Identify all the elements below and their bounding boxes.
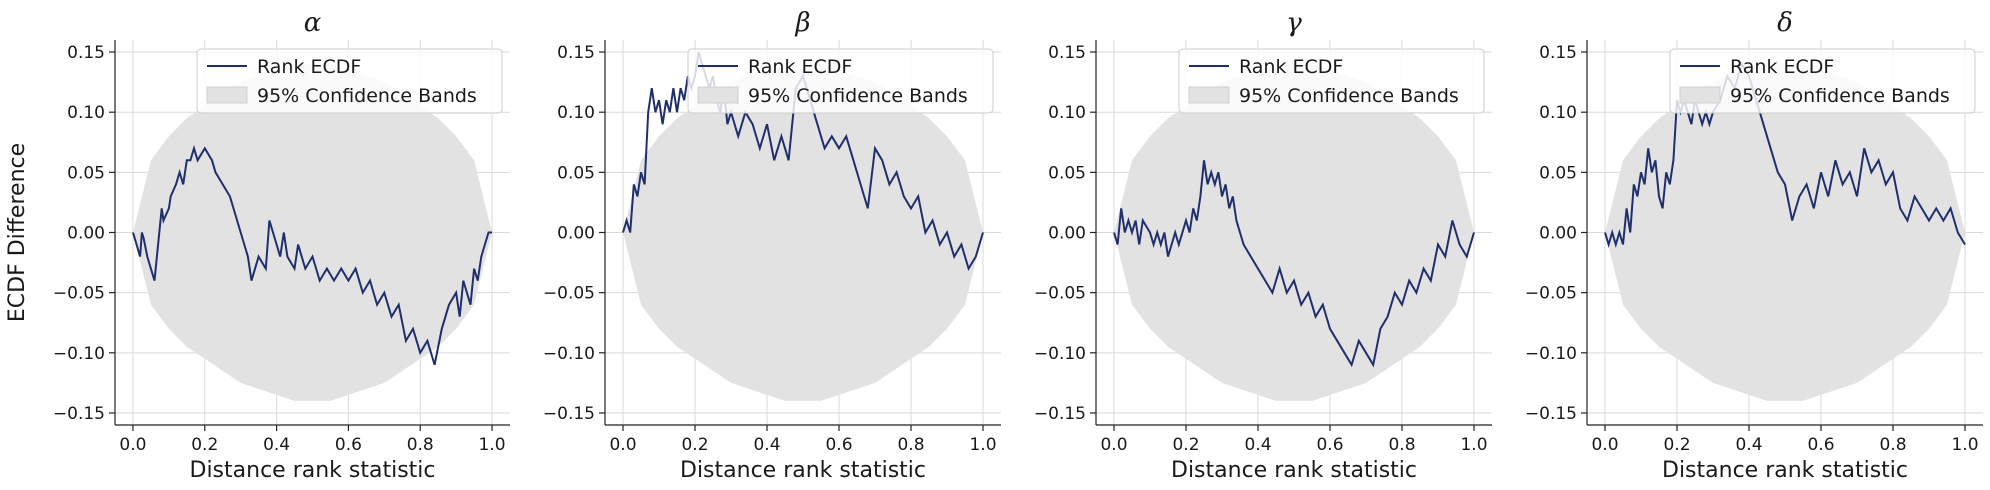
x-tick-label-0: 0.0	[1591, 435, 1618, 455]
y-tick-label-3: 0.00	[67, 224, 105, 244]
y-tick-label-1: −0.10	[543, 344, 595, 364]
legend-label-confidence-bands: 95% Confidence Bands	[748, 85, 968, 107]
legend-swatch-band	[697, 86, 739, 104]
panel-title: α	[304, 8, 322, 38]
legend-label-confidence-bands: 95% Confidence Bands	[1730, 85, 1950, 107]
x-tick-label-1: 0.2	[1172, 435, 1199, 455]
x-axis-label: Distance rank statistic	[1662, 458, 1908, 483]
y-tick-label-4: 0.05	[1048, 163, 1086, 183]
x-tick-label-4: 0.8	[1879, 435, 1906, 455]
legend-box	[687, 48, 994, 114]
y-tick-label-6: 0.15	[1539, 43, 1577, 63]
x-tick-label-4: 0.8	[407, 435, 434, 455]
x-tick-label-4: 0.8	[1388, 435, 1415, 455]
y-tick-label-2: −0.05	[543, 284, 595, 304]
y-tick-label-1: −0.10	[1525, 344, 1577, 364]
legend-swatch-band	[1188, 86, 1230, 104]
y-tick-label-0: −0.15	[1525, 404, 1577, 424]
y-tick-label-2: −0.05	[1525, 284, 1577, 304]
legend-box	[196, 48, 503, 114]
x-tick-label-3: 0.6	[335, 435, 362, 455]
legend-label-rank-ecdf: Rank ECDF	[1239, 56, 1343, 78]
legend-swatch-band	[1679, 86, 1721, 104]
x-tick-label-5: 1.0	[1460, 435, 1487, 455]
y-tick-label-4: 0.05	[1539, 163, 1577, 183]
y-tick-label-1: −0.10	[53, 344, 105, 364]
panel-title: γ	[1286, 8, 1302, 38]
confidence-band	[1605, 64, 1965, 401]
y-tick-label-3: 0.00	[557, 224, 595, 244]
y-tick-label-6: 0.15	[67, 43, 105, 63]
panel-title: β	[794, 8, 810, 38]
y-tick-label-5: 0.10	[1539, 103, 1577, 123]
panel-alpha: −0.15 −0.10 −0.05 0.00 0.05 0.10 0.15 0.0 0.2 0.4…	[5, 8, 510, 483]
x-tick-label-3: 0.6	[825, 435, 852, 455]
x-tick-label-2: 0.4	[1244, 435, 1271, 455]
x-tick-label-2: 0.4	[1735, 435, 1762, 455]
x-tick-label-1: 0.2	[191, 435, 218, 455]
x-tick-label-3: 0.6	[1807, 435, 1834, 455]
x-tick-label-1: 0.2	[681, 435, 708, 455]
y-tick-label-5: 0.10	[67, 103, 105, 123]
confidence-band	[623, 64, 983, 401]
rank-ecdf-line	[132, 144, 492, 366]
x-axis-label: Distance rank statistic	[1171, 458, 1417, 483]
confidence-band	[1114, 64, 1474, 401]
y-axis-label: ECDF Difference	[5, 143, 30, 322]
x-tick-label-2: 0.4	[753, 435, 780, 455]
y-tick-label-2: −0.05	[53, 284, 105, 304]
y-tick-label-4: 0.05	[557, 163, 595, 183]
x-tick-label-1: 0.2	[1663, 435, 1690, 455]
rank-ecdf-line	[1113, 160, 1475, 368]
legend-label-confidence-bands: 95% Confidence Bands	[257, 85, 477, 107]
x-tick-label-5: 1.0	[969, 435, 996, 455]
y-tick-label-5: 0.10	[557, 103, 595, 123]
y-tick-label-6: 0.15	[557, 43, 595, 63]
x-tick-label-5: 1.0	[1951, 435, 1978, 455]
panel-gamma: −0.15 −0.10 −0.05 0.00 0.05 0.10 0.15 0.0 0.2 0.4…	[1034, 8, 1492, 483]
x-axis-label: Distance rank statistic	[680, 458, 926, 483]
x-tick-label-0: 0.0	[1100, 435, 1127, 455]
legend-label-rank-ecdf: Rank ECDF	[257, 56, 361, 78]
y-tick-label-6: 0.15	[1048, 43, 1086, 63]
legend-label-rank-ecdf: Rank ECDF	[748, 56, 852, 78]
y-tick-label-5: 0.10	[1048, 103, 1086, 123]
y-tick-label-0: −0.15	[1034, 404, 1086, 424]
y-tick-label-3: 0.00	[1048, 224, 1086, 244]
x-tick-label-2: 0.4	[263, 435, 290, 455]
legend-label-confidence-bands: 95% Confidence Bands	[1239, 85, 1459, 107]
panel-delta: −0.15 −0.10 −0.05 0.00 0.05 0.10 0.15 0.0 0.2 0.4…	[1525, 8, 1983, 483]
x-tick-label-3: 0.6	[1316, 435, 1343, 455]
x-tick-label-0: 0.0	[119, 435, 146, 455]
panel-title: δ	[1777, 8, 1793, 38]
confidence-band	[133, 64, 492, 401]
legend-box	[1178, 48, 1485, 114]
legend-label-rank-ecdf: Rank ECDF	[1730, 56, 1834, 78]
y-tick-label-0: −0.15	[53, 404, 105, 424]
x-axis-label: Distance rank statistic	[190, 458, 436, 483]
legend-swatch-band	[206, 86, 248, 104]
x-tick-label-4: 0.8	[897, 435, 924, 455]
x-tick-label-0: 0.0	[609, 435, 636, 455]
legend-box	[1669, 48, 1976, 114]
y-tick-label-0: −0.15	[543, 404, 595, 424]
x-tick-label-5: 1.0	[479, 435, 506, 455]
rank-ecdf-line	[622, 51, 984, 272]
y-tick-label-2: −0.05	[1034, 284, 1086, 304]
y-tick-label-3: 0.00	[1539, 224, 1577, 244]
y-tick-label-1: −0.10	[1034, 344, 1086, 364]
panel-beta: −0.15 −0.10 −0.05 0.00 0.05 0.10 0.15 0.0 0.2 0.4…	[543, 8, 1001, 483]
y-tick-label-4: 0.05	[67, 163, 105, 183]
